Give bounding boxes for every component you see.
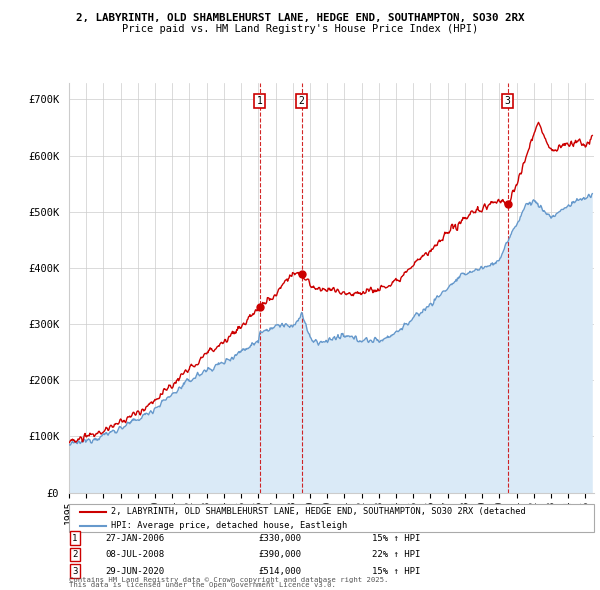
Text: 29-JUN-2020: 29-JUN-2020 — [105, 566, 164, 576]
Text: 3: 3 — [505, 96, 511, 106]
Text: 1: 1 — [73, 533, 77, 543]
Text: 2: 2 — [73, 550, 77, 559]
Text: 2, LABYRINTH, OLD SHAMBLEHURST LANE, HEDGE END, SOUTHAMPTON, SO30 2RX: 2, LABYRINTH, OLD SHAMBLEHURST LANE, HED… — [76, 13, 524, 23]
Text: This data is licensed under the Open Government Licence v3.0.: This data is licensed under the Open Gov… — [69, 582, 336, 588]
Text: 15% ↑ HPI: 15% ↑ HPI — [372, 533, 421, 543]
Text: 22% ↑ HPI: 22% ↑ HPI — [372, 550, 421, 559]
FancyBboxPatch shape — [69, 504, 594, 532]
Text: 2, LABYRINTH, OLD SHAMBLEHURST LANE, HEDGE END, SOUTHAMPTON, SO30 2RX (detached: 2, LABYRINTH, OLD SHAMBLEHURST LANE, HED… — [111, 507, 526, 516]
Text: HPI: Average price, detached house, Eastleigh: HPI: Average price, detached house, East… — [111, 522, 347, 530]
Text: Contains HM Land Registry data © Crown copyright and database right 2025.: Contains HM Land Registry data © Crown c… — [69, 577, 388, 583]
Text: 27-JAN-2006: 27-JAN-2006 — [105, 533, 164, 543]
Text: Price paid vs. HM Land Registry's House Price Index (HPI): Price paid vs. HM Land Registry's House … — [122, 24, 478, 34]
Text: 08-JUL-2008: 08-JUL-2008 — [105, 550, 164, 559]
Text: 1: 1 — [257, 96, 262, 106]
Text: £514,000: £514,000 — [258, 566, 301, 576]
Text: £390,000: £390,000 — [258, 550, 301, 559]
Text: 3: 3 — [73, 566, 77, 576]
Text: £330,000: £330,000 — [258, 533, 301, 543]
Text: 15% ↑ HPI: 15% ↑ HPI — [372, 566, 421, 576]
Text: 2: 2 — [299, 96, 305, 106]
